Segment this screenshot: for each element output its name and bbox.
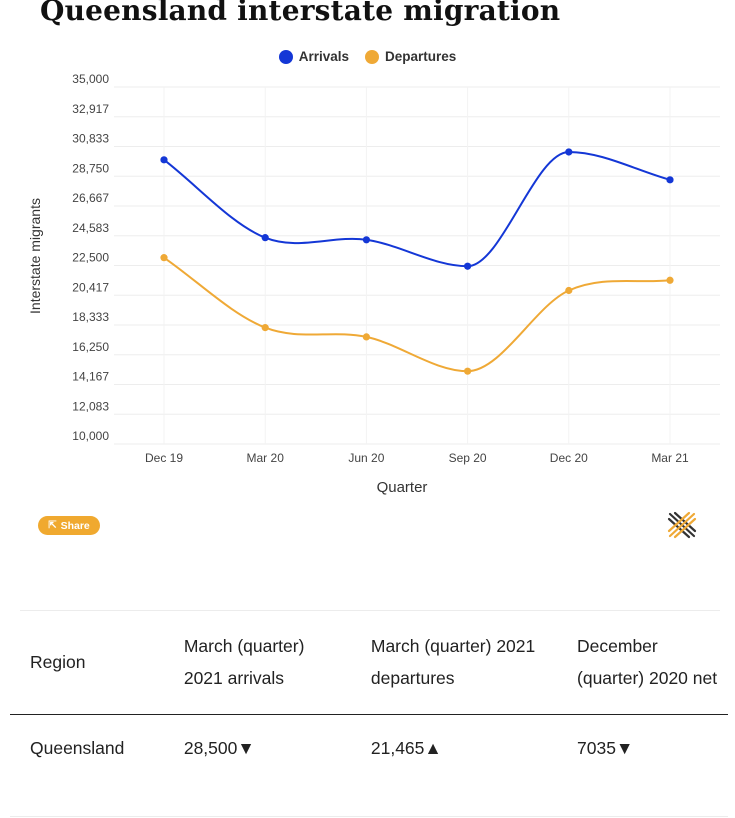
x-tick-label: Jun 20 (348, 451, 384, 465)
table-row: Queensland 28,500▼ 21,465▲ 7035▼ (10, 715, 728, 782)
series-line-departures (163, 256, 671, 373)
data-point-departures (666, 276, 674, 284)
x-tick-label: Mar 21 (651, 451, 689, 465)
migration-table-container: Region March (quarter) 2021 arrivals Mar… (10, 610, 728, 781)
legend-label-arrivals: Arrivals (298, 49, 349, 64)
legend-label-departures: Departures (385, 49, 457, 64)
y-tick-label: 24,583 (72, 221, 109, 235)
y-tick-label: 26,667 (72, 191, 109, 205)
cell-departures: 21,465▲ (370, 738, 442, 758)
y-tick-label: 16,250 (72, 340, 109, 354)
x-tick-label: Dec 20 (550, 451, 588, 465)
line-chart: 10,000 12,083 14,167 16,250 18,333 20,417 22,5… (27, 72, 720, 496)
cell-net: 7035▼ (577, 738, 634, 758)
header-arrivals: March (quarter) 2021 arrivals (163, 610, 351, 715)
y-axis-title: Interstate migrants (27, 198, 43, 314)
page-title: Queensland interstate migration (40, 0, 561, 27)
legend-item-departures[interactable]: Departures (365, 49, 456, 64)
legend-swatch-departures (365, 49, 379, 64)
y-tick-label: 35,000 (72, 72, 109, 86)
legend-item-arrivals[interactable]: Arrivals (278, 49, 349, 64)
header-net: December (quarter) 2020 net (557, 610, 728, 715)
share-icon: ⇱ (48, 520, 57, 531)
data-point-arrivals (666, 176, 674, 184)
y-tick-label: 20,417 (72, 280, 109, 294)
data-point-arrivals (160, 156, 168, 164)
series-line-arrivals (163, 150, 671, 268)
y-tick-label: 12,083 (72, 399, 109, 413)
x-axis-title: Quarter (377, 479, 428, 496)
y-tick-label: 14,167 (72, 370, 109, 384)
data-point-departures (160, 254, 168, 262)
data-point-arrivals (565, 148, 573, 156)
x-tick-label: Mar 20 (247, 451, 285, 465)
cell-region: Queensland (30, 738, 125, 758)
share-label: Share (60, 519, 90, 532)
y-tick-label: 18,333 (72, 310, 109, 324)
migration-table: Region March (quarter) 2021 arrivals Mar… (10, 610, 728, 781)
data-point-departures (565, 286, 573, 295)
data-point-departures (362, 333, 370, 341)
table-bottom-divider (10, 816, 728, 817)
y-tick-label: 10,000 (72, 429, 109, 443)
data-point-departures (261, 324, 269, 332)
data-point-arrivals (261, 234, 269, 242)
x-tick-label: Dec 19 (145, 451, 183, 465)
header-departures: March (quarter) 2021 departures (350, 610, 558, 715)
data-point-departures (464, 367, 472, 375)
table-header-row: Region March (quarter) 2021 arrivals Mar… (10, 610, 728, 715)
y-tick-label: 22,500 (72, 251, 109, 265)
y-tick-label: 30,833 (72, 132, 109, 146)
cell-arrivals: 28,500▼ (183, 738, 255, 758)
brand-logo-icon (667, 511, 697, 539)
data-point-arrivals (362, 236, 370, 244)
y-tick-label: 28,750 (72, 161, 109, 175)
data-point-arrivals (464, 262, 472, 270)
x-tick-label: Sep 20 (449, 451, 487, 465)
legend-swatch-arrivals (278, 49, 293, 64)
chart-legend: Arrivals Departures (0, 49, 735, 64)
y-tick-label: 32,917 (72, 102, 109, 116)
share-button[interactable]: ⇱ Share (38, 516, 100, 535)
header-region: Region (10, 610, 164, 715)
